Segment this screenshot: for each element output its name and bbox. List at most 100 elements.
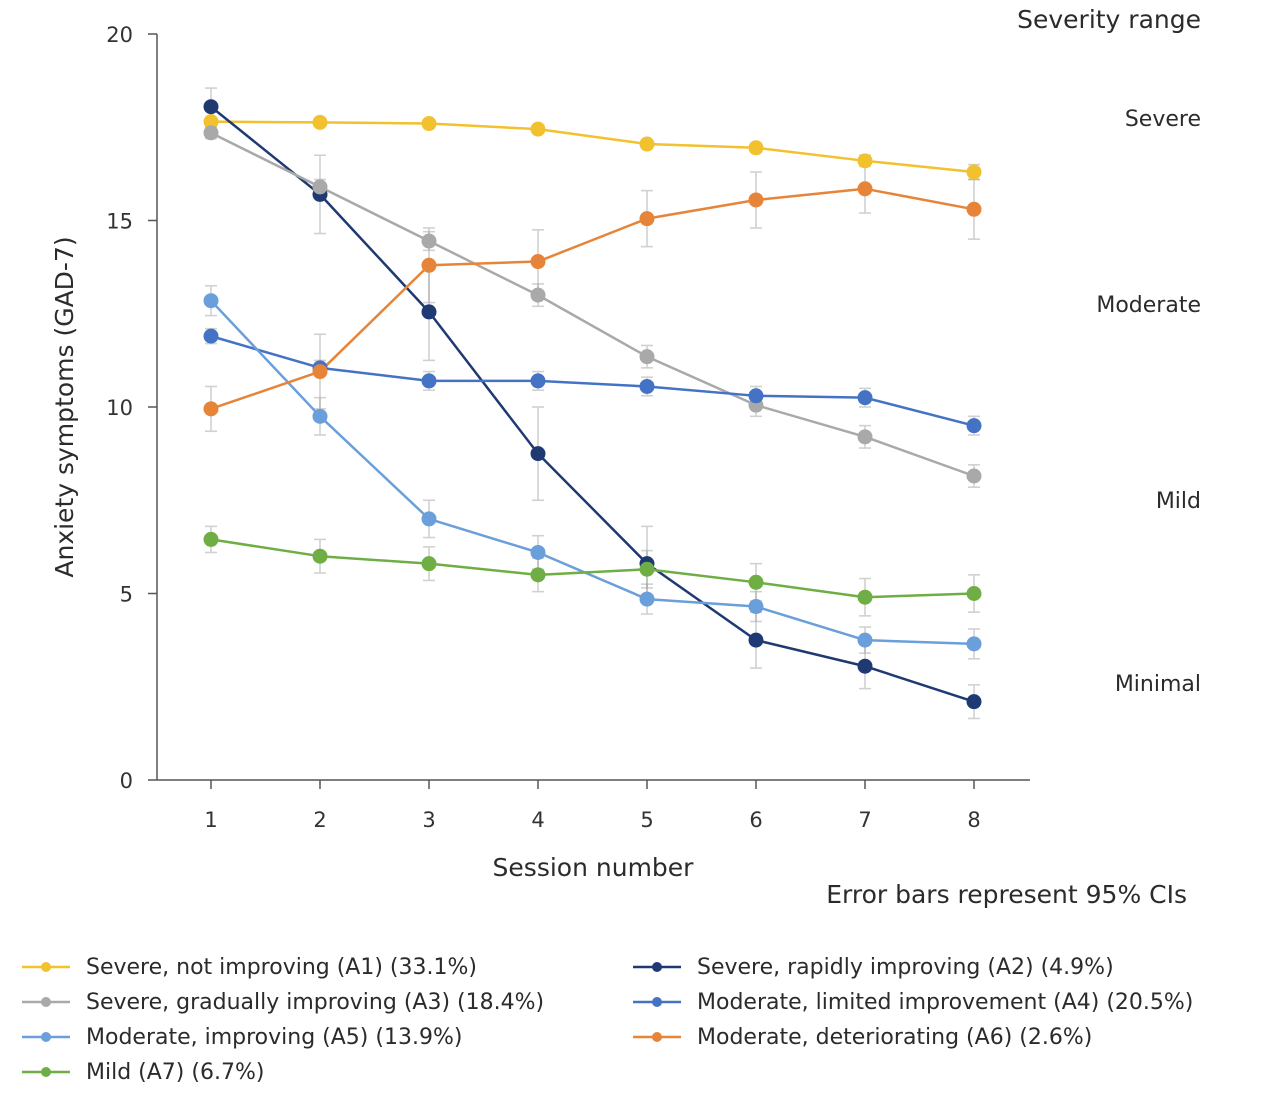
legend-swatch-icon <box>633 962 681 972</box>
legend-item[interactable]: Severe, rapidly improving (A2) (4.9%) <box>633 950 1114 984</box>
point-a3 <box>203 125 219 141</box>
axes: 0 5 10 15 20 1 2 3 4 5 6 7 8 <box>106 23 1030 832</box>
legend-swatch-icon <box>22 962 70 972</box>
line-a1 <box>210 120 975 174</box>
point-a1 <box>312 114 328 130</box>
legend-label: Mild (A7) (6.7%) <box>86 1059 265 1085</box>
point-a3 <box>530 287 546 303</box>
legend-item[interactable]: Severe, gradually improving (A3) (18.4%) <box>22 985 544 1019</box>
point-a4 <box>421 373 437 389</box>
point-a6 <box>966 201 982 217</box>
point-a1 <box>966 164 982 180</box>
series-points <box>203 99 982 710</box>
legend-label: Severe, not improving (A1) (33.1%) <box>86 954 477 980</box>
legend-item[interactable]: Mild (A7) (6.7%) <box>22 1055 264 1089</box>
point-a4 <box>639 378 655 394</box>
legend-item[interactable]: Moderate, limited improvement (A4) (20.5… <box>633 985 1193 1019</box>
point-a2 <box>530 446 546 462</box>
y-tick-label: 10 <box>106 396 133 420</box>
point-a4 <box>530 373 546 389</box>
point-a6 <box>421 257 437 273</box>
error-bar-note: Error bars represent 95% CIs <box>826 880 1187 909</box>
point-a1 <box>639 136 655 152</box>
point-a7 <box>639 561 655 577</box>
y-axis-title: Anxiety symptoms (GAD-7) <box>50 236 79 577</box>
point-a5 <box>421 511 437 527</box>
point-a4 <box>203 328 219 344</box>
legend-swatch-icon <box>22 1067 70 1077</box>
legend-label: Severe, gradually improving (A3) (18.4%) <box>86 989 545 1015</box>
point-a1 <box>857 153 873 169</box>
legend-item[interactable]: Moderate, deteriorating (A6) (2.6%) <box>633 1020 1092 1054</box>
y-tick-label: 15 <box>106 210 133 234</box>
x-tick-label: 5 <box>640 808 653 832</box>
line-a7 <box>210 538 975 599</box>
legend-item[interactable]: Severe, not improving (A1) (33.1%) <box>22 950 477 984</box>
point-a5 <box>639 591 655 607</box>
x-tick-label: 6 <box>749 808 762 832</box>
point-a6 <box>530 254 546 270</box>
point-a6 <box>857 181 873 197</box>
point-a4 <box>748 388 764 404</box>
point-a2 <box>421 304 437 320</box>
x-axis-title: Session number <box>493 853 695 882</box>
point-a4 <box>966 418 982 434</box>
point-a5 <box>966 636 982 652</box>
point-a6 <box>639 211 655 227</box>
point-a6 <box>203 401 219 417</box>
series-lines <box>210 105 975 703</box>
point-a3 <box>421 233 437 249</box>
line-a2 <box>210 105 975 703</box>
point-a5 <box>203 293 219 309</box>
severity-label-moderate: Moderate <box>1096 293 1201 318</box>
point-a7 <box>857 589 873 605</box>
point-a2 <box>203 99 219 115</box>
severity-label-minimal: Minimal <box>1115 672 1201 697</box>
legend-label: Moderate, improving (A5) (13.9%) <box>86 1024 463 1050</box>
severity-range-title: Severity range <box>1017 5 1201 34</box>
legend-item[interactable]: Moderate, improving (A5) (13.9%) <box>22 1020 462 1054</box>
point-a6 <box>312 364 328 380</box>
x-tick-label: 1 <box>204 808 217 832</box>
line-a6 <box>210 187 975 411</box>
x-tick-label: 2 <box>313 808 326 832</box>
line-a4 <box>210 334 975 427</box>
point-a7 <box>312 548 328 564</box>
y-tick-label: 5 <box>120 583 133 607</box>
line-a5 <box>210 299 975 646</box>
point-a5 <box>748 599 764 615</box>
point-a3 <box>312 179 328 195</box>
point-a4 <box>857 390 873 406</box>
line-a3 <box>210 131 975 478</box>
point-a3 <box>966 468 982 484</box>
x-tick-label: 8 <box>967 808 980 832</box>
legend-swatch-icon <box>633 997 681 1007</box>
point-a7 <box>530 567 546 583</box>
point-a6 <box>748 192 764 208</box>
y-tick-label: 20 <box>106 23 133 47</box>
legend-swatch-icon <box>22 1032 70 1042</box>
legend-swatch-icon <box>633 1032 681 1042</box>
point-a7 <box>203 531 219 547</box>
point-a2 <box>857 658 873 674</box>
point-a1 <box>203 114 219 130</box>
point-a1 <box>748 140 764 156</box>
point-a1 <box>421 116 437 132</box>
legend-label: Moderate, limited improvement (A4) (20.5… <box>697 989 1194 1015</box>
point-a7 <box>421 556 437 572</box>
point-a7 <box>966 586 982 601</box>
legend-label: Severe, rapidly improving (A2) (4.9%) <box>697 954 1114 980</box>
legend-swatch-icon <box>22 997 70 1007</box>
x-tick-label: 3 <box>422 808 435 832</box>
severity-label-severe: Severe <box>1125 107 1201 132</box>
point-a3 <box>639 349 655 365</box>
point-a2 <box>748 632 764 648</box>
chart: 0 5 10 15 20 1 2 3 4 5 6 7 8 Anxiety symptoms (GAD-7… <box>50 5 1201 909</box>
legend-label: Moderate, deteriorating (A6) (2.6%) <box>697 1024 1093 1050</box>
severity-label-mild: Mild <box>1156 489 1201 514</box>
point-a3 <box>857 429 873 445</box>
point-a7 <box>748 574 764 590</box>
point-a5 <box>530 544 546 560</box>
point-a5 <box>857 632 873 648</box>
point-a1 <box>530 121 546 137</box>
